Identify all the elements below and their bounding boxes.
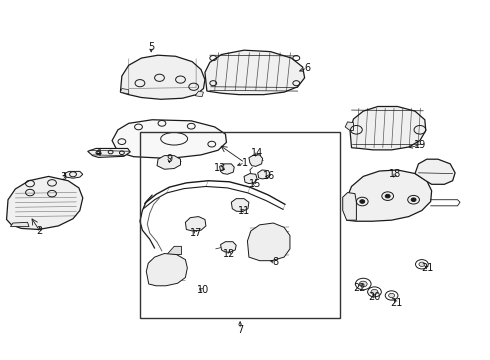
Polygon shape: [185, 217, 206, 231]
Polygon shape: [88, 148, 130, 157]
Polygon shape: [415, 159, 455, 184]
Polygon shape: [121, 55, 205, 99]
Polygon shape: [345, 122, 353, 131]
Text: 7: 7: [237, 325, 243, 334]
Polygon shape: [121, 89, 129, 94]
Circle shape: [411, 198, 416, 202]
Text: 13: 13: [214, 163, 226, 173]
Polygon shape: [205, 50, 305, 95]
Text: 20: 20: [368, 292, 381, 302]
Polygon shape: [195, 91, 203, 97]
Polygon shape: [258, 170, 270, 179]
Polygon shape: [6, 176, 83, 229]
Text: 4: 4: [96, 148, 101, 158]
Circle shape: [371, 289, 378, 294]
Text: 21: 21: [390, 298, 403, 308]
Polygon shape: [350, 107, 426, 150]
Polygon shape: [249, 155, 263, 166]
Text: 22: 22: [353, 283, 366, 293]
Text: 10: 10: [197, 285, 210, 296]
Text: 8: 8: [273, 257, 279, 267]
Circle shape: [419, 262, 425, 266]
Polygon shape: [220, 164, 234, 174]
Text: 21: 21: [421, 263, 434, 273]
Polygon shape: [167, 246, 181, 255]
Text: 6: 6: [304, 63, 311, 73]
Polygon shape: [244, 174, 257, 184]
Text: 11: 11: [238, 206, 250, 216]
Text: 3: 3: [60, 172, 66, 182]
Text: 2: 2: [37, 226, 43, 236]
Polygon shape: [64, 171, 83, 178]
Text: 16: 16: [263, 171, 275, 181]
Polygon shape: [247, 223, 290, 261]
Polygon shape: [10, 222, 29, 226]
Polygon shape: [147, 253, 187, 286]
Text: 12: 12: [223, 248, 236, 258]
Text: 14: 14: [251, 148, 263, 158]
Text: 15: 15: [248, 179, 261, 189]
Polygon shape: [231, 199, 249, 212]
Polygon shape: [112, 120, 226, 158]
Polygon shape: [346, 170, 432, 221]
Text: 5: 5: [148, 42, 154, 52]
Text: 19: 19: [414, 140, 426, 150]
Circle shape: [360, 200, 365, 203]
Text: 18: 18: [390, 169, 402, 179]
Text: 1: 1: [242, 158, 248, 168]
Bar: [140, 132, 340, 318]
Polygon shape: [157, 156, 180, 169]
Circle shape: [359, 281, 367, 287]
Circle shape: [389, 293, 394, 298]
Polygon shape: [343, 193, 356, 220]
Circle shape: [385, 194, 390, 198]
Text: 9: 9: [166, 154, 172, 164]
Polygon shape: [220, 242, 236, 252]
Text: 17: 17: [190, 228, 202, 238]
